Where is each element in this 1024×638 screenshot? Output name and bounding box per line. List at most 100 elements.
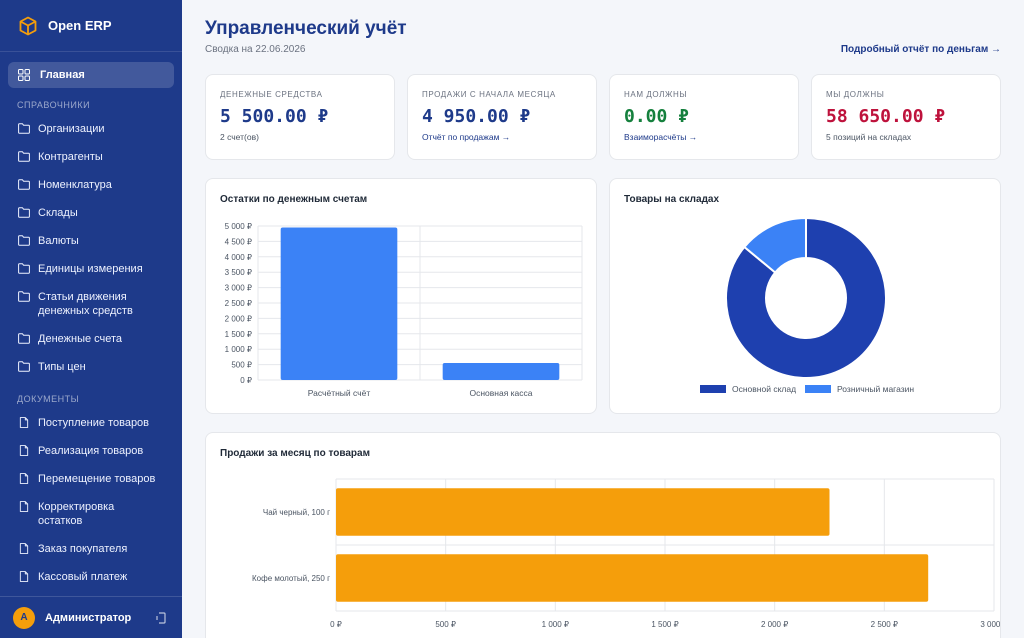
- document-icon: [19, 417, 29, 428]
- document-icon: [19, 501, 29, 512]
- chart-title: Продажи за месяц по товарам: [220, 448, 370, 459]
- x-tick-label: 0 ₽: [330, 620, 342, 629]
- user-name[interactable]: Администратор: [45, 611, 132, 624]
- sidebar-item[interactable]: Контрагенты: [0, 150, 182, 164]
- folder-icon: [18, 263, 30, 274]
- sidebar-item[interactable]: Организации: [0, 122, 182, 136]
- y-tick-label: 2 000 ₽: [225, 314, 252, 323]
- kpi-value: 5 500.00 ₽: [220, 106, 329, 127]
- y-tick-label: 2 500 ₽: [225, 299, 252, 308]
- sidebar-item-label: Поступление товаров: [38, 417, 150, 429]
- legend-swatch: [700, 385, 726, 393]
- sidebar-item-label: Организации: [38, 123, 105, 135]
- sidebar-item-label: Типы цен: [38, 361, 86, 373]
- x-tick-label: 3 000 ₽: [980, 620, 1000, 629]
- sales-hbar-chart: 0 ₽ 500 ₽ 1 000 ₽ 1 500 ₽ 2 000 ₽ 2 500 ₽ 3 00…: [252, 478, 1000, 629]
- sidebar-item[interactable]: Склады: [0, 206, 182, 220]
- nav-section-title: ДОКУМЕНТЫ: [17, 394, 80, 404]
- sidebar-item[interactable]: Денежные счета: [0, 332, 182, 346]
- document-icon: [19, 445, 29, 456]
- sidebar-item[interactable]: Валюты: [0, 234, 182, 248]
- sidebar-item[interactable]: Заказ покупателя: [0, 542, 182, 556]
- x-tick-label: 1 500 ₽: [651, 620, 678, 629]
- kpi-sub: 5 позиций на складах: [826, 132, 912, 142]
- legend-swatch: [805, 385, 831, 393]
- y-tick-label: Кофе молотый, 250 г: [252, 574, 330, 583]
- folder-icon: [18, 361, 30, 372]
- sidebar-item[interactable]: Типы цен: [0, 360, 182, 374]
- logout-icon[interactable]: [154, 611, 168, 625]
- chart-card-accounts: Остатки по денежным счетам 0 ₽ 500 ₽ 1 000…: [205, 178, 597, 414]
- sidebar-item-label: Контрагенты: [38, 151, 103, 163]
- kpi-value: 4 950.00 ₽: [422, 106, 531, 127]
- kpi-card-sales: ПРОДАЖИ С НАЧАЛА МЕСЯЦА 4 950.00 ₽ Отчёт…: [407, 74, 597, 160]
- page-subtitle: Сводка на 22.06.2026: [205, 44, 306, 55]
- nav-section-title: СПРАВОЧНИКИ: [17, 100, 91, 110]
- warehouses-donut-chart: Основной склад Розничный магазин: [700, 216, 914, 394]
- sidebar-item[interactable]: Статьи движения денежных средств: [0, 290, 182, 318]
- folder-icon: [18, 179, 30, 190]
- folder-icon: [18, 235, 30, 246]
- y-tick-label: Чай черный, 100 г: [263, 508, 330, 517]
- kpi-card-payable: МЫ ДОЛЖНЫ 58 650.00 ₽ 5 позиций на склад…: [811, 74, 1001, 160]
- sidebar-item[interactable]: Номенклатура: [0, 178, 182, 192]
- y-tick-label: 3 500 ₽: [225, 268, 252, 277]
- sidebar-item-home[interactable]: Главная: [8, 62, 174, 88]
- sales-report-link[interactable]: Отчёт по продажам →: [422, 132, 511, 142]
- sidebar-item[interactable]: Кассовый платеж: [0, 570, 182, 584]
- folder-icon: [18, 333, 30, 344]
- donut-slice: [725, 216, 887, 379]
- legend-label: Розничный магазин: [837, 384, 914, 394]
- folder-icon: [18, 207, 30, 218]
- sidebar-item[interactable]: Единицы измерения: [0, 262, 182, 276]
- y-tick-label: 4 500 ₽: [225, 237, 252, 246]
- detailed-money-report-link[interactable]: Подробный отчёт по деньгам →: [840, 44, 1001, 55]
- brand[interactable]: Open ERP: [0, 0, 182, 52]
- y-tick-label: 3 000 ₽: [225, 284, 252, 293]
- settlements-link[interactable]: Взаиморасчёты →: [624, 132, 698, 142]
- document-icon: [19, 473, 29, 484]
- main-content: Управленческий учёт Сводка на 22.06.2026…: [182, 0, 1024, 638]
- chart-card-sales-by-product: Продажи за месяц по товарам 0 ₽ 500 ₽ 1 00…: [205, 432, 1001, 638]
- grid-icon: [18, 69, 30, 81]
- x-tick-label: 1 000 ₽: [542, 620, 569, 629]
- document-icon: [19, 571, 29, 582]
- y-tick-label: 500 ₽: [231, 361, 252, 370]
- x-tick-label: Основная касса: [469, 388, 532, 398]
- avatar[interactable]: A: [13, 606, 35, 629]
- donut-slice: [742, 216, 807, 274]
- sidebar-item[interactable]: Корректировка остатков: [0, 500, 182, 528]
- bar: [336, 554, 929, 602]
- sidebar-item-label: Единицы измерения: [38, 263, 143, 275]
- bar: [336, 488, 830, 536]
- sidebar-item[interactable]: Реализация товаров: [0, 444, 182, 458]
- y-tick-label: 4 000 ₽: [225, 253, 252, 262]
- kpi-value: 58 650.00 ₽: [826, 106, 946, 127]
- sidebar-item[interactable]: Перемещение товаров: [0, 472, 182, 486]
- cube-logo-icon: [19, 16, 37, 35]
- sidebar: Open ERP Главная СПРАВОЧНИКИ Организации К…: [0, 0, 182, 638]
- kpi-card-cash: ДЕНЕЖНЫЕ СРЕДСТВА 5 500.00 ₽ 2 счет(ов): [205, 74, 395, 160]
- document-icon: [19, 543, 29, 554]
- sidebar-item-label: Номенклатура: [38, 179, 112, 191]
- y-tick-label: 0 ₽: [240, 376, 252, 385]
- sidebar-item-label: Главная: [40, 69, 85, 81]
- chart-title: Товары на складах: [624, 194, 720, 205]
- kpi-label: ДЕНЕЖНЫЕ СРЕДСТВА: [220, 90, 323, 99]
- bar: [442, 363, 560, 380]
- page-title: Управленческий учёт: [205, 18, 407, 39]
- kpi-card-receivable: НАМ ДОЛЖНЫ 0.00 ₽ Взаиморасчёты →: [609, 74, 799, 160]
- accounts-bar-chart: 0 ₽ 500 ₽ 1 000 ₽ 1 500 ₽ 2 000 ₽ 2 500 ₽ 3 00…: [225, 222, 583, 398]
- kpi-value: 0.00 ₽: [624, 106, 690, 127]
- sidebar-item-label: Склады: [38, 207, 78, 219]
- folder-icon: [18, 123, 30, 134]
- chart-card-warehouses: Товары на складах Основной склад Розничны…: [609, 178, 1001, 414]
- x-tick-label: 500 ₽: [435, 620, 456, 629]
- user-panel: A Администратор: [0, 596, 182, 638]
- sidebar-item[interactable]: Поступление товаров: [0, 416, 182, 430]
- sidebar-item-label: Реализация товаров: [38, 445, 144, 457]
- y-tick-label: 5 000 ₽: [225, 222, 252, 231]
- kpi-label: МЫ ДОЛЖНЫ: [826, 90, 885, 99]
- y-tick-label: 1 000 ₽: [225, 345, 252, 354]
- x-tick-label: 2 500 ₽: [871, 620, 898, 629]
